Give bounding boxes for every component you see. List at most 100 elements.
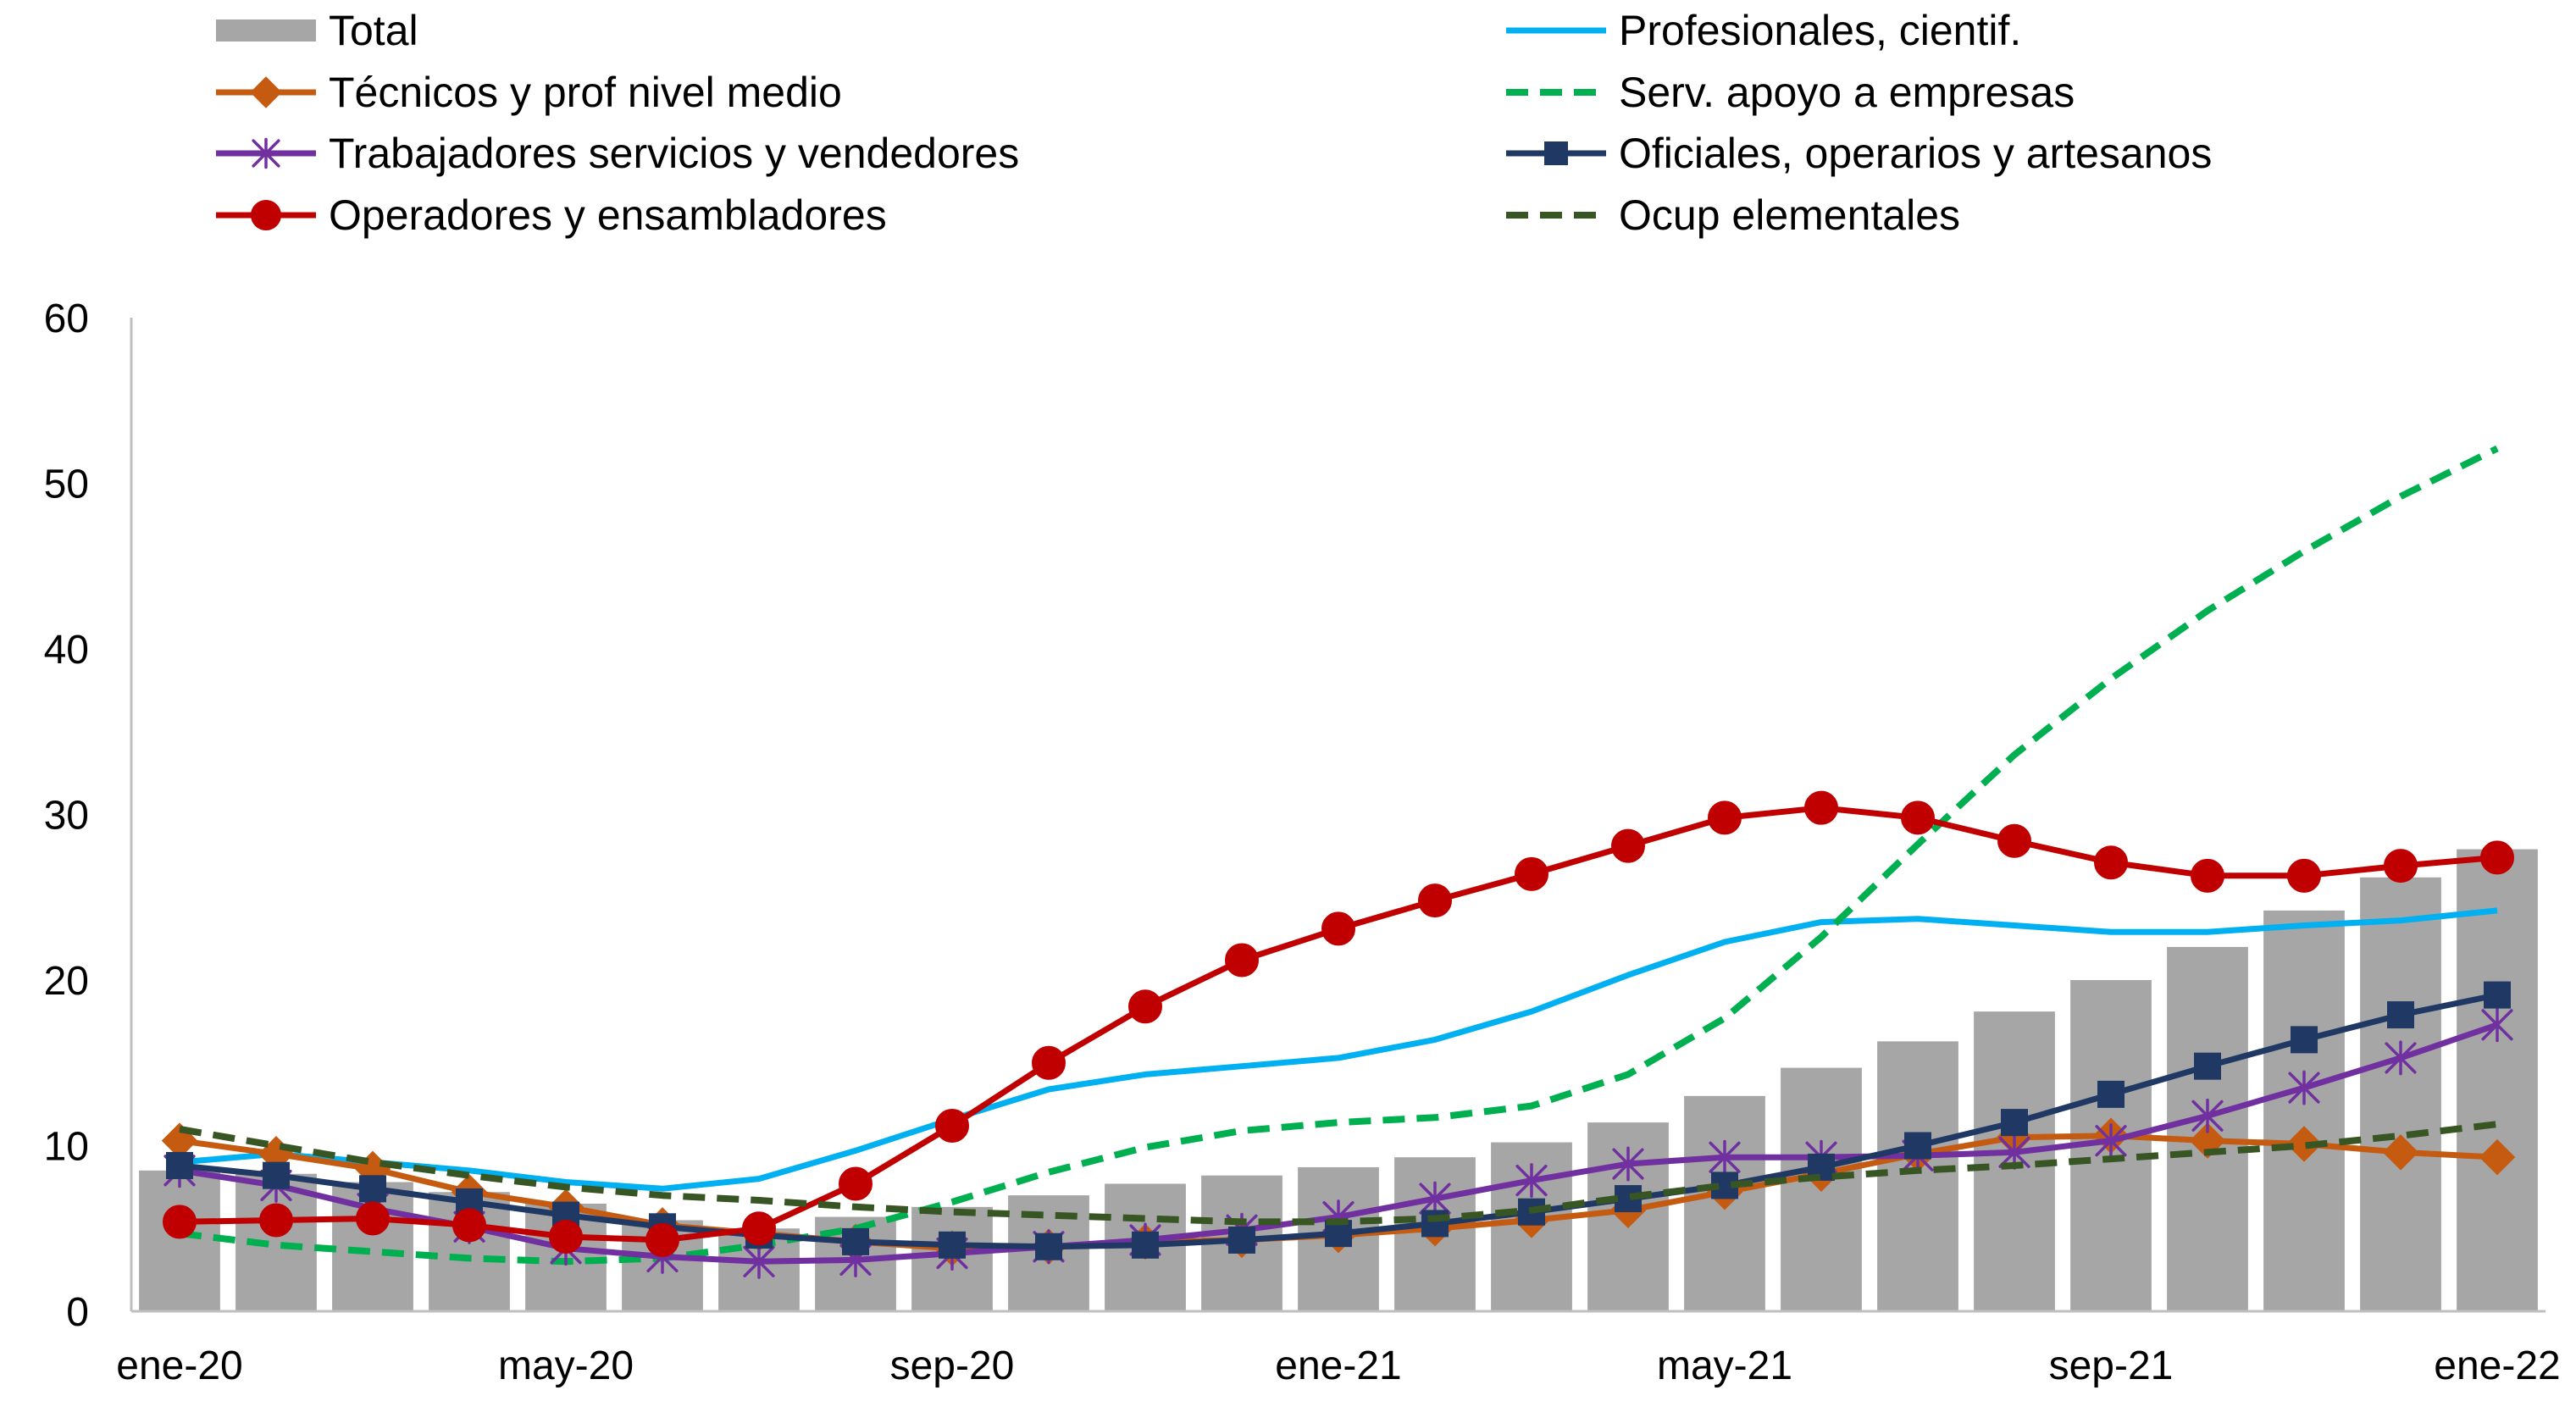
- point-operadores-y-ensambladores-abr-21: [1611, 828, 1645, 863]
- y-tick-label-40: 40: [44, 628, 89, 673]
- point-operadores-y-ensambladores-feb-21: [1418, 883, 1452, 918]
- point-operadores-y-ensambladores-ago-20: [839, 1166, 873, 1201]
- y-tick-label-0: 0: [66, 1290, 89, 1335]
- point-operadores-y-ensambladores-nov-21: [2287, 858, 2321, 893]
- point-oficiales-operarios-y-artesanos-nov-20: [1132, 1231, 1159, 1259]
- legend-item-oficiales-operarios-y-artesanos: Oficiales, operarios y artesanos: [1506, 130, 2212, 177]
- line-series: [161, 445, 2516, 1279]
- point-oficiales-operarios-y-artesanos-oct-20: [1035, 1232, 1062, 1260]
- point-operadores-y-ensambladores-jun-20: [645, 1222, 679, 1257]
- point-oficiales-operarios-y-artesanos-ene-22: [2484, 981, 2511, 1009]
- point-operadores-y-ensambladores-ene-20: [163, 1205, 197, 1239]
- line-profesionales-cientif: [179, 907, 2498, 1192]
- point-trabajadores-servicios-y-vendedores-feb-21: [1419, 1181, 1451, 1216]
- point-tecnicos-y-prof-nivel-medio-nov-21: [2285, 1126, 2323, 1162]
- point-oficiales-operarios-y-artesanos-ago-21: [2001, 1109, 2028, 1137]
- bar-total-jul-21: [1877, 1041, 1958, 1311]
- point-oficiales-operarios-y-artesanos-oct-21: [2194, 1052, 2221, 1080]
- point-oficiales-operarios-y-artesanos-ago-20: [842, 1227, 869, 1255]
- y-tick-label-60: 60: [44, 296, 89, 341]
- point-operadores-y-ensambladores-nov-20: [1128, 989, 1162, 1024]
- point-trabajadores-servicios-y-vendedores-jul-20: [743, 1244, 775, 1279]
- x-tick-label-ene-21: ene-21: [1275, 1343, 1401, 1388]
- legend-swatch-total: [216, 19, 316, 42]
- point-operadores-y-ensambladores-jul-21: [1901, 800, 1935, 835]
- point-trabajadores-servicios-y-vendedores-sep-21: [2095, 1123, 2127, 1159]
- bar-total-ene-20: [139, 1170, 220, 1311]
- y-tick-label-10: 10: [44, 1125, 89, 1170]
- point-trabajadores-servicios-y-vendedores-mar-21: [1515, 1163, 1548, 1199]
- point-oficiales-operarios-y-artesanos-feb-20: [263, 1161, 290, 1189]
- point-operadores-y-ensambladores-feb-20: [259, 1203, 293, 1238]
- point-oficiales-operarios-y-artesanos-mar-20: [359, 1175, 386, 1203]
- series-oficiales-operarios-y-artesanos: [166, 981, 2511, 1260]
- point-operadores-y-ensambladores-dic-21: [2384, 849, 2418, 883]
- bar-total-dic-21: [2360, 877, 2441, 1311]
- bar-total-ene-22: [2457, 849, 2538, 1311]
- y-tick-label-20: 20: [44, 959, 89, 1004]
- point-operadores-y-ensambladores-jun-21: [1804, 790, 1838, 825]
- legend-label-total: Total: [329, 7, 418, 54]
- legend-item-operadores-y-ensambladores: Operadores y ensambladores: [216, 191, 887, 239]
- x-tick-label-ene-22: ene-22: [2434, 1343, 2560, 1388]
- point-oficiales-operarios-y-artesanos-dic-20: [1228, 1226, 1255, 1254]
- point-operadores-y-ensambladores-jul-20: [742, 1211, 776, 1246]
- series-operadores-y-ensambladores: [163, 790, 2514, 1257]
- point-operadores-y-ensambladores-may-20: [549, 1220, 583, 1255]
- legend-item-ocup-elementales: Ocup elementales: [1506, 191, 1960, 239]
- legend-item-trabajadores-servicios-y-vendedores: Trabajadores servicios y vendedores: [216, 130, 1019, 177]
- point-tecnicos-y-prof-nivel-medio-dic-21: [2382, 1134, 2419, 1171]
- point-oficiales-operarios-y-artesanos-feb-21: [1421, 1210, 1449, 1238]
- x-tick-label-may-21: may-21: [1657, 1343, 1792, 1388]
- line-ocup-elementales: [179, 1121, 2498, 1226]
- legend-marker-tecnicos-y-prof-nivel-medio: [250, 76, 282, 108]
- point-trabajadores-servicios-y-vendedores-oct-21: [2191, 1098, 2224, 1133]
- point-operadores-y-ensambladores-abr-20: [452, 1208, 486, 1243]
- point-trabajadores-servicios-y-vendedores-ene-22: [2481, 1007, 2513, 1043]
- point-operadores-y-ensambladores-ene-21: [1321, 911, 1355, 946]
- x-tick-label-sep-20: sep-20: [890, 1343, 1015, 1388]
- point-operadores-y-ensambladores-oct-20: [1032, 1045, 1066, 1080]
- point-oficiales-operarios-y-artesanos-jul-21: [1904, 1132, 1931, 1160]
- x-tick-label-may-20: may-20: [498, 1343, 634, 1388]
- point-trabajadores-servicios-y-vendedores-nov-21: [2288, 1070, 2320, 1105]
- point-oficiales-operarios-y-artesanos-nov-21: [2291, 1026, 2318, 1054]
- point-operadores-y-ensambladores-ago-21: [1997, 823, 2031, 858]
- point-trabajadores-servicios-y-vendedores-abr-21: [1612, 1146, 1644, 1182]
- point-oficiales-operarios-y-artesanos-ene-20: [166, 1151, 193, 1179]
- legend-label-serv-apoyo-a-empresas: Serv. apoyo a empresas: [1619, 69, 2075, 116]
- bar-total-nov-21: [2263, 910, 2345, 1311]
- point-operadores-y-ensambladores-sep-21: [2094, 845, 2128, 880]
- legend-marker-operadores-y-ensambladores: [251, 200, 281, 230]
- legend-item-profesionales-cientif: Profesionales, cientif.: [1506, 7, 2021, 54]
- point-operadores-y-ensambladores-dic-20: [1225, 943, 1259, 978]
- legend-label-ocup-elementales: Ocup elementales: [1619, 191, 1960, 239]
- legend: Total Profesionales, cientif. Técnicos y p…: [216, 7, 2212, 239]
- point-operadores-y-ensambladores-sep-20: [935, 1109, 969, 1144]
- point-oficiales-operarios-y-artesanos-sep-21: [2097, 1080, 2125, 1108]
- series-ocup-elementales: [179, 1121, 2498, 1226]
- y-tick-label-30: 30: [44, 794, 89, 839]
- x-tick-label-ene-20: ene-20: [116, 1343, 242, 1388]
- point-operadores-y-ensambladores-ene-22: [2480, 840, 2514, 875]
- legend-label-trabajadores-servicios-y-vendedores: Trabajadores servicios y vendedores: [329, 130, 1019, 177]
- legend-label-operadores-y-ensambladores: Operadores y ensambladores: [329, 191, 887, 239]
- point-oficiales-operarios-y-artesanos-dic-21: [2387, 1001, 2414, 1029]
- point-operadores-y-ensambladores-mar-21: [1515, 856, 1548, 891]
- series-profesionales-cientif: [179, 907, 2498, 1192]
- legend-label-tecnicos-y-prof-nivel-medio: Técnicos y prof nivel medio: [329, 69, 842, 116]
- legend-item-total: Total: [216, 7, 418, 54]
- legend-marker-trabajadores-servicios-y-vendedores: [252, 137, 280, 169]
- x-tick-label-sep-21: sep-21: [2049, 1343, 2174, 1388]
- point-operadores-y-ensambladores-may-21: [1708, 800, 1742, 835]
- point-trabajadores-servicios-y-vendedores-may-21: [1709, 1139, 1741, 1175]
- legend-label-profesionales-cientif: Profesionales, cientif.: [1619, 7, 2021, 54]
- y-tick-label-50: 50: [44, 463, 89, 507]
- legend-label-oficiales-operarios-y-artesanos: Oficiales, operarios y artesanos: [1619, 130, 2212, 177]
- point-operadores-y-ensambladores-oct-21: [2191, 858, 2224, 893]
- point-trabajadores-servicios-y-vendedores-dic-21: [2385, 1040, 2417, 1076]
- legend-marker-oficiales-operarios-y-artesanos: [1544, 141, 1568, 165]
- legend-item-serv-apoyo-a-empresas: Serv. apoyo a empresas: [1506, 69, 2075, 116]
